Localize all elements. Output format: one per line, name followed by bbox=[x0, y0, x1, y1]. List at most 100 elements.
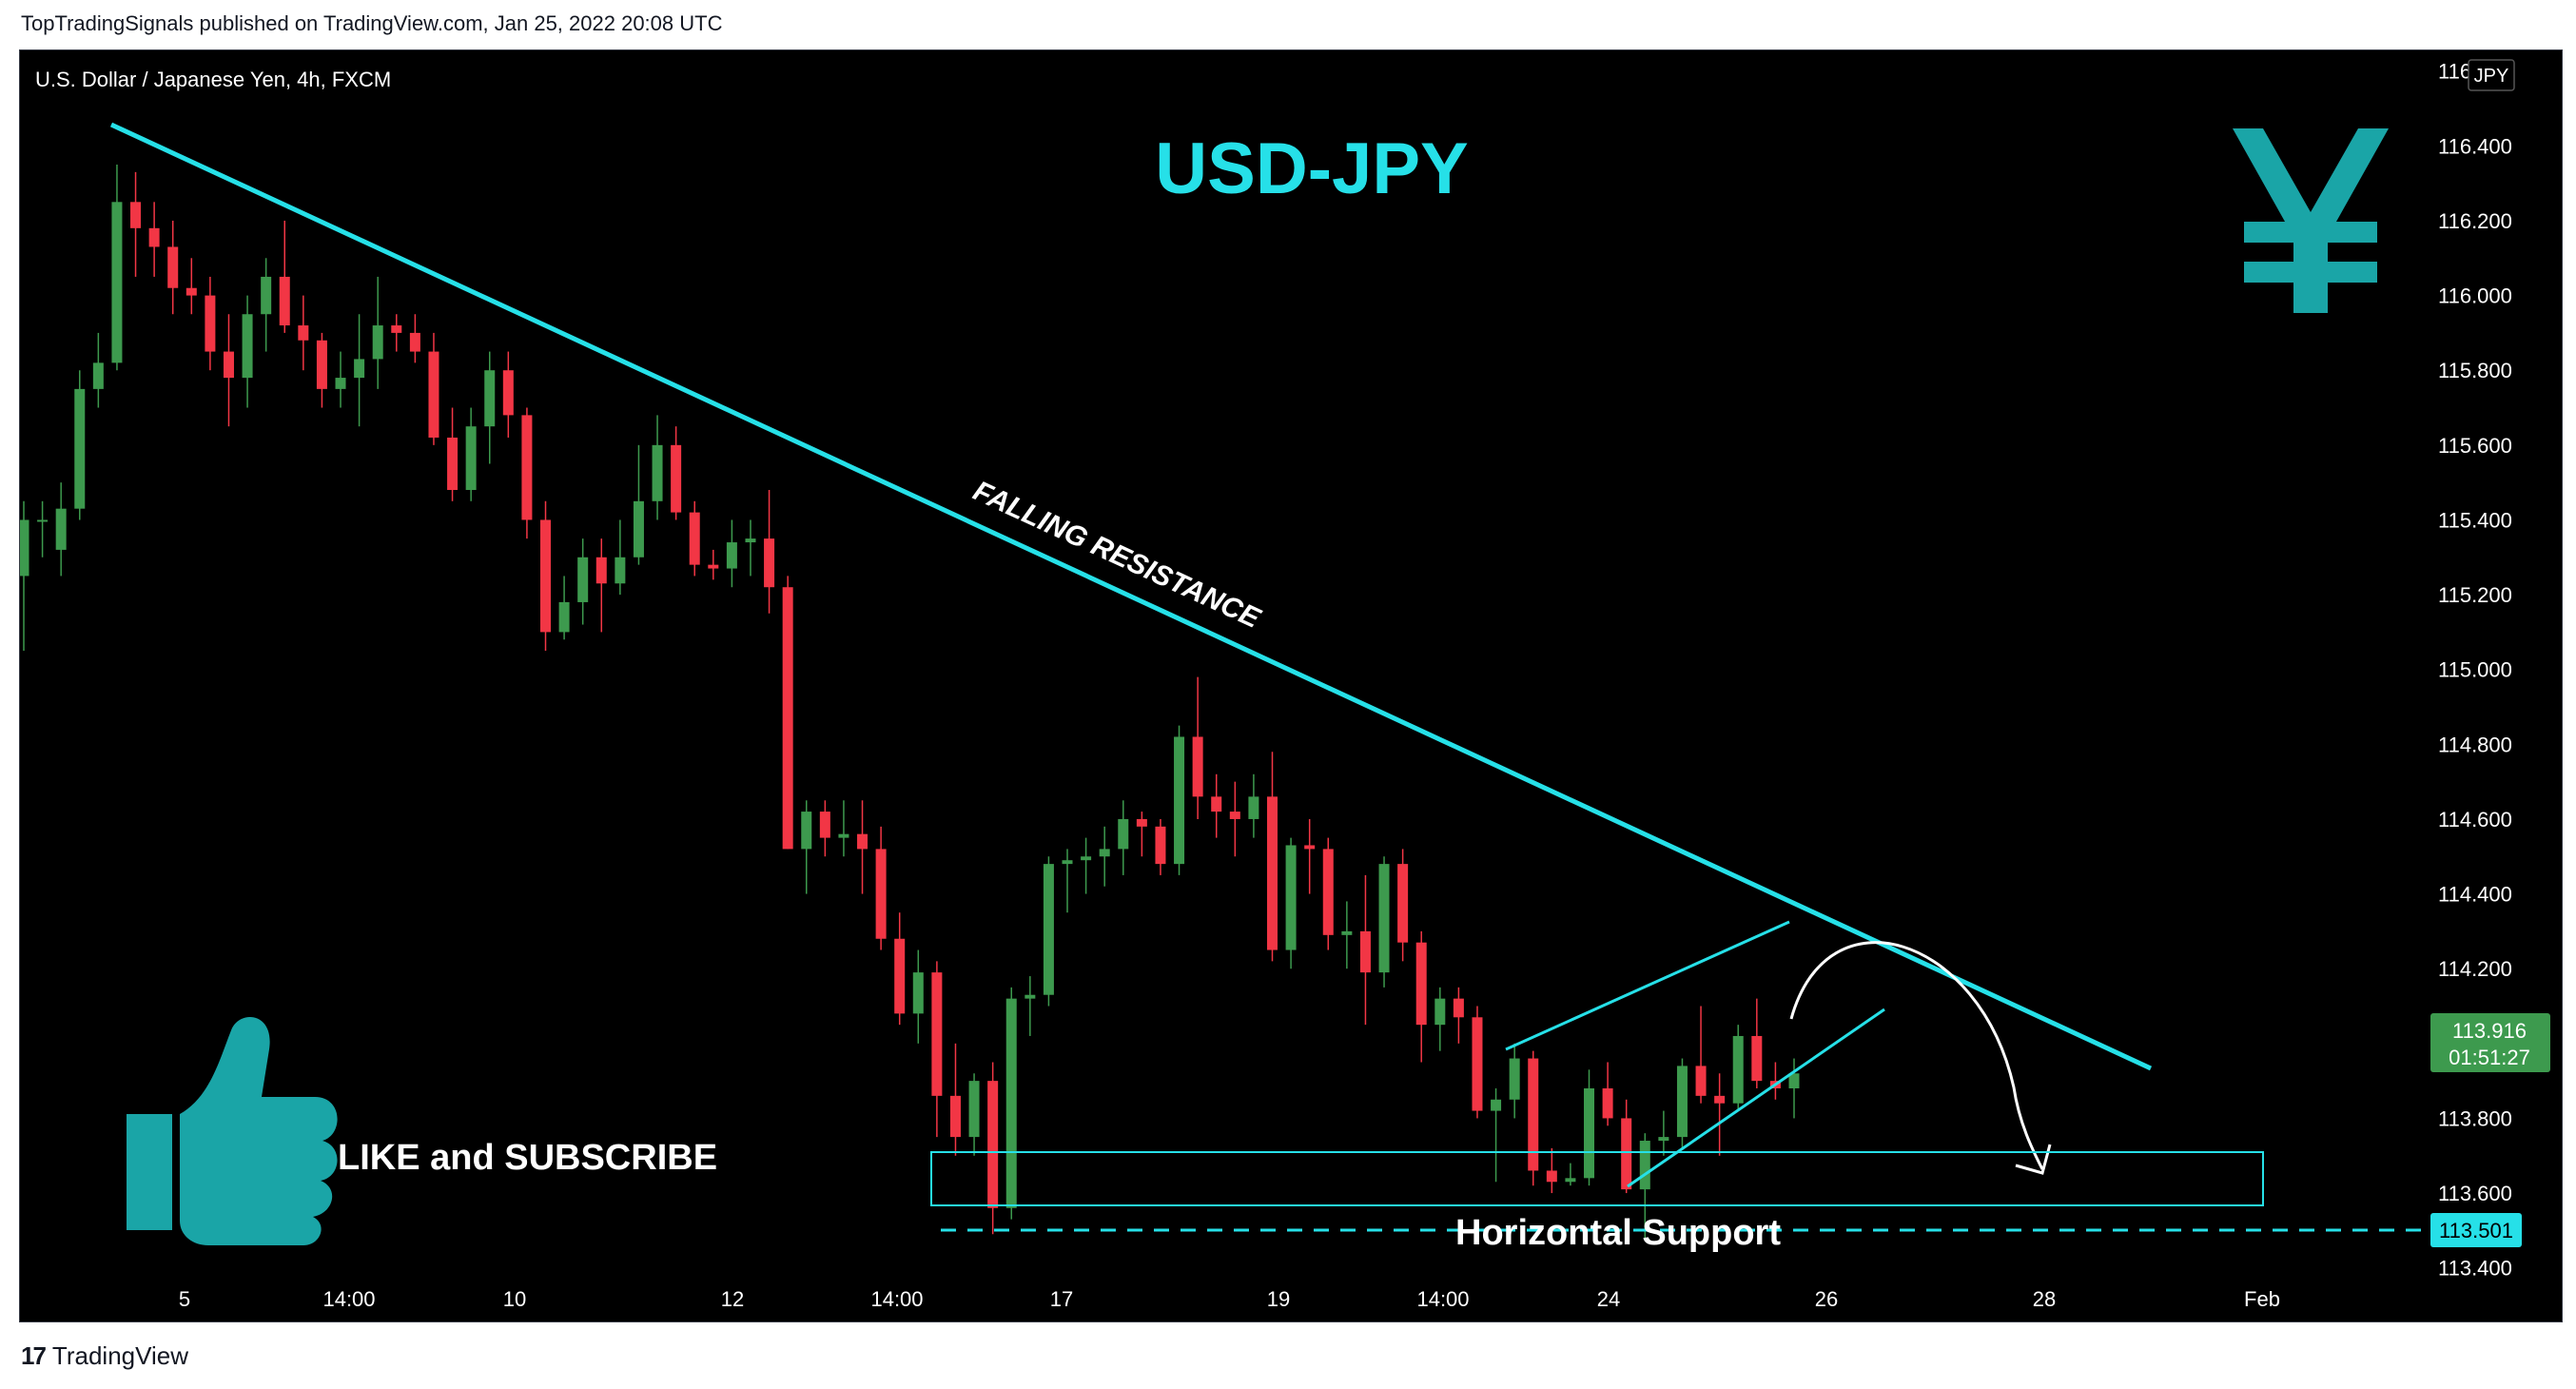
candle-body bbox=[708, 564, 719, 569]
tradingview-branding[interactable]: 17 TradingView bbox=[21, 1341, 188, 1371]
x-axis-tick-label: 19 bbox=[1267, 1287, 1290, 1311]
y-axis-tick-label: 114.600 bbox=[2438, 808, 2512, 831]
y-axis-tick-label: 114.400 bbox=[2438, 883, 2512, 907]
candle-body bbox=[1118, 818, 1129, 850]
candle-body bbox=[1397, 864, 1409, 943]
candle-body bbox=[1378, 864, 1390, 973]
candle-body bbox=[372, 325, 383, 360]
falling-resistance-line[interactable] bbox=[109, 122, 2153, 1071]
rising-channel-lower-line[interactable] bbox=[1627, 1008, 1885, 1188]
x-axis-tick-label: 12 bbox=[721, 1287, 744, 1311]
last-price-label: 113.916 bbox=[2452, 1019, 2527, 1043]
candle-body bbox=[1788, 1073, 1800, 1088]
trendline-label: FALLING RESISTANCE bbox=[968, 475, 1265, 635]
candle-body bbox=[279, 276, 290, 326]
y-axis-tick-label: 113.400 bbox=[2438, 1257, 2512, 1281]
candle-body bbox=[1658, 1137, 1669, 1142]
candle-body bbox=[782, 587, 793, 850]
candle-body bbox=[1266, 796, 1278, 950]
candle-body bbox=[764, 538, 775, 588]
candle-body bbox=[1005, 998, 1017, 1208]
candle-body bbox=[931, 972, 943, 1096]
candle-body bbox=[857, 833, 868, 850]
candle-body bbox=[1528, 1058, 1539, 1171]
x-axis-tick-label: 5 bbox=[179, 1287, 190, 1311]
candle-body bbox=[1621, 1118, 1632, 1190]
candle-body bbox=[465, 426, 477, 491]
currency-badge-label: JPY bbox=[2474, 66, 2509, 87]
support-zone-box[interactable] bbox=[930, 1151, 2264, 1206]
candle-body bbox=[671, 444, 682, 513]
chart-title: USD-JPY bbox=[1155, 128, 1468, 209]
candle-body bbox=[74, 388, 86, 509]
x-axis-tick-label: 14:00 bbox=[322, 1287, 375, 1311]
candle-body bbox=[37, 519, 49, 522]
candle-body bbox=[1285, 845, 1297, 950]
y-axis-tick-label: 113.600 bbox=[2438, 1182, 2512, 1205]
candle-body bbox=[92, 362, 104, 389]
x-axis-tick-label: 10 bbox=[503, 1287, 526, 1311]
candle-body bbox=[185, 287, 197, 296]
candle-body bbox=[447, 437, 459, 491]
candle-body bbox=[1415, 942, 1427, 1026]
currency-badge[interactable] bbox=[2468, 59, 2515, 91]
chart-panel[interactable]: 116.600116.400116.200116.000115.800115.6… bbox=[19, 49, 2563, 1322]
y-axis-tick-label: 114.800 bbox=[2438, 733, 2512, 756]
candle-body bbox=[987, 1081, 999, 1208]
y-axis-tick-label: 116.200 bbox=[2438, 209, 2512, 233]
candle-body bbox=[1472, 1017, 1483, 1111]
candle-body bbox=[55, 508, 67, 550]
candle-body bbox=[652, 444, 663, 501]
symbol-description: U.S. Dollar / Japanese Yen, 4h, FXCM bbox=[35, 68, 392, 91]
candle-body bbox=[111, 202, 123, 363]
candle-body bbox=[1025, 994, 1036, 999]
support-price-tag bbox=[2430, 1212, 2522, 1247]
x-axis-tick-label: 26 bbox=[1815, 1287, 1838, 1311]
candle-body bbox=[1732, 1035, 1744, 1104]
candle-body bbox=[1248, 796, 1259, 819]
tradingview-logo-icon: 17 bbox=[21, 1341, 47, 1370]
candle-body bbox=[391, 325, 402, 333]
candle-body bbox=[633, 500, 644, 558]
y-axis-tick-label: 116.000 bbox=[2438, 284, 2512, 308]
cta-text[interactable]: LIKE and SUBSCRIBE bbox=[338, 1138, 717, 1178]
candle-body bbox=[595, 557, 607, 584]
candle-body bbox=[1639, 1141, 1650, 1190]
tradingview-wordmark: TradingView bbox=[51, 1341, 188, 1370]
candle-body bbox=[949, 1095, 961, 1138]
candle-body bbox=[1136, 818, 1147, 827]
candle-body bbox=[1714, 1095, 1726, 1104]
candle-body bbox=[1043, 864, 1054, 995]
last-price-tag bbox=[2430, 1013, 2550, 1072]
candle-body bbox=[1099, 849, 1110, 857]
y-axis-tick-label: 114.200 bbox=[2438, 957, 2512, 981]
candle-body bbox=[1174, 736, 1185, 865]
candle-body bbox=[354, 359, 365, 379]
candle-body bbox=[1546, 1170, 1557, 1183]
candle-body bbox=[242, 314, 253, 379]
candle-body bbox=[428, 351, 439, 438]
rising-channel-upper-line[interactable] bbox=[1505, 920, 1790, 1051]
candle-body bbox=[484, 370, 496, 427]
support-price-label: 113.501 bbox=[2439, 1219, 2513, 1242]
candle-body bbox=[1751, 1035, 1763, 1082]
candlestick-chart[interactable]: 116.600116.400116.200116.000115.800115.6… bbox=[20, 50, 2562, 1321]
candle-body bbox=[1602, 1087, 1613, 1119]
candle-body bbox=[1434, 998, 1446, 1026]
y-axis-tick-label: 116.400 bbox=[2438, 134, 2512, 158]
publish-line: TopTradingSignals published on TradingVi… bbox=[21, 11, 723, 35]
candle-body bbox=[1062, 860, 1073, 865]
y-axis-tick-label: 115.400 bbox=[2438, 508, 2512, 532]
candle-body bbox=[1211, 796, 1222, 812]
candle-body bbox=[148, 227, 160, 247]
projection-arrow-path bbox=[1789, 941, 2044, 1170]
candle-body bbox=[745, 538, 756, 543]
candle-body bbox=[521, 415, 533, 520]
candle-body bbox=[205, 295, 216, 352]
thumbs-up-icon[interactable] bbox=[127, 1017, 338, 1245]
candle-body bbox=[558, 601, 570, 633]
candle-body bbox=[1322, 849, 1334, 935]
candle-body bbox=[1192, 736, 1203, 797]
candle-body bbox=[1695, 1066, 1707, 1096]
candle-body bbox=[819, 812, 830, 838]
